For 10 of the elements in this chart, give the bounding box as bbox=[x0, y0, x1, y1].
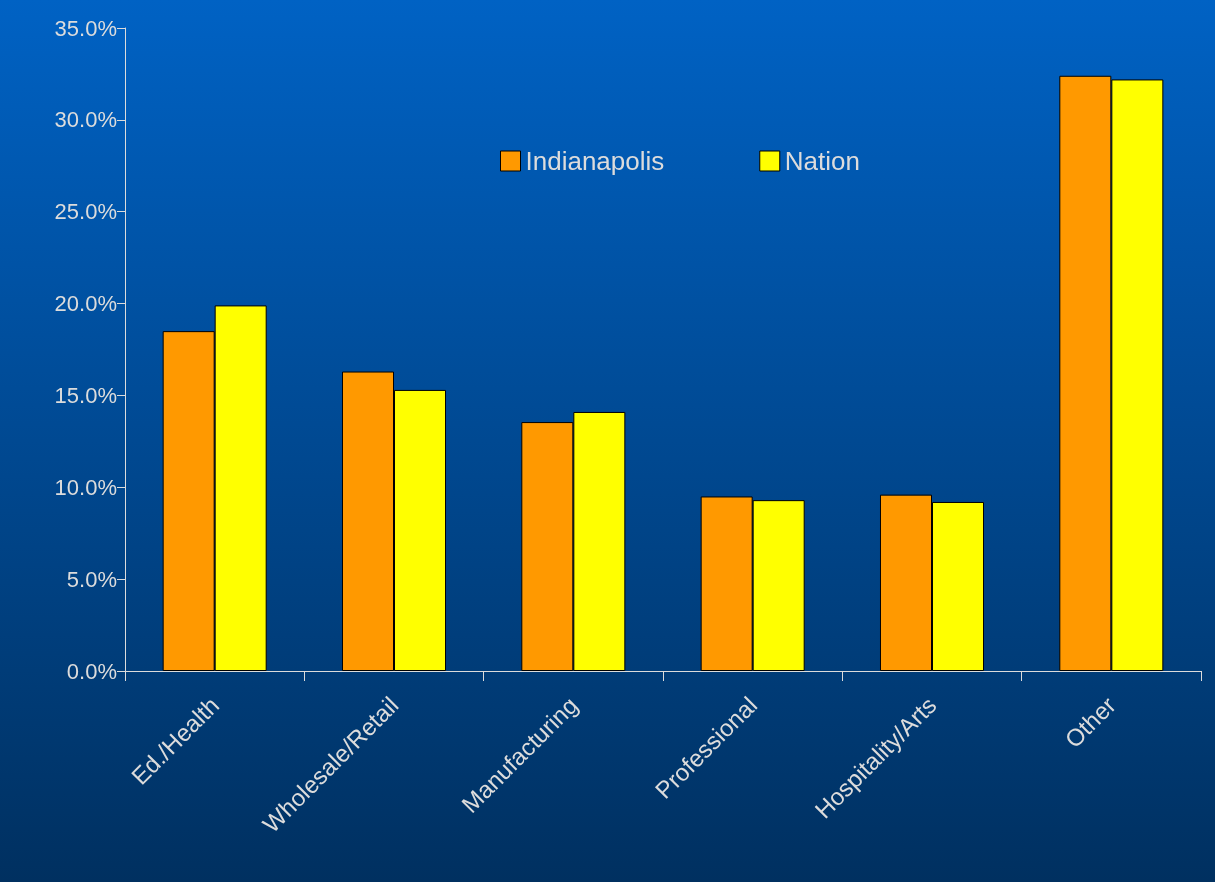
y-tick-label: 30.0% bbox=[54, 107, 117, 133]
y-tick-label: 0.0% bbox=[66, 658, 117, 684]
legend-label: Indianapolis bbox=[525, 146, 665, 176]
legend-label: Nation bbox=[784, 146, 860, 176]
y-tick-label: 5.0% bbox=[66, 566, 117, 592]
y-tick-label: 10.0% bbox=[54, 474, 117, 500]
y-tick-label: 35.0% bbox=[54, 15, 117, 41]
y-tick-label: 15.0% bbox=[54, 382, 117, 408]
y-tick-label: 25.0% bbox=[54, 199, 117, 225]
y-tick-label: 20.0% bbox=[54, 291, 117, 317]
